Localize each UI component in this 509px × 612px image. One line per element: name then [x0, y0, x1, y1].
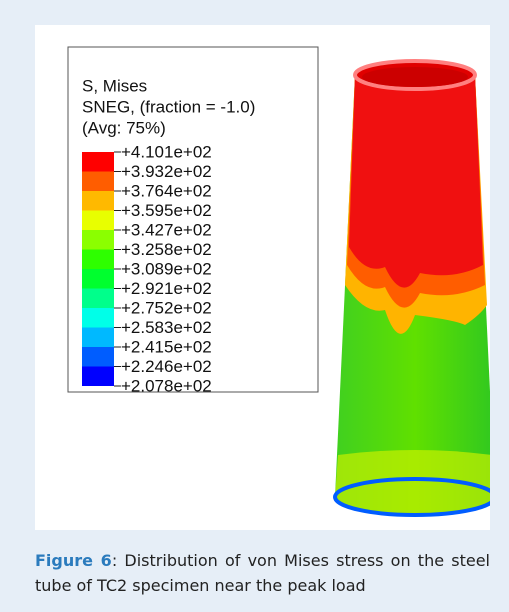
- legend-label: +3.089e+02: [121, 259, 212, 278]
- legend-label: +3.932e+02: [121, 162, 212, 181]
- legend-label: +3.764e+02: [121, 181, 212, 200]
- legend-label: +3.258e+02: [121, 240, 212, 259]
- legend-band: [82, 172, 114, 192]
- legend-title: S, Mises: [82, 76, 147, 95]
- legend-band: [82, 367, 114, 387]
- legend-band: [82, 230, 114, 250]
- legend-label: +2.415e+02: [121, 337, 212, 356]
- legend-label: +2.921e+02: [121, 279, 212, 298]
- legend-title: (Avg: 75%): [82, 118, 166, 137]
- legend-band: [82, 328, 114, 348]
- legend-band: [82, 191, 114, 211]
- legend-band: [82, 289, 114, 309]
- legend-label: +3.427e+02: [121, 220, 212, 239]
- legend-label: +2.078e+02: [121, 376, 212, 395]
- legend-label: +4.101e+02: [121, 142, 212, 161]
- legend-band: [82, 308, 114, 328]
- legend-label: +3.595e+02: [121, 201, 212, 220]
- caption-label: Figure 6: [35, 551, 112, 570]
- legend-label: +2.583e+02: [121, 318, 212, 337]
- legend-band: [82, 250, 114, 270]
- figure-image: S, Mises SNEG, (fraction = -1.0) (Avg: 75%…: [35, 25, 490, 530]
- figure-panel: S, Mises SNEG, (fraction = -1.0) (Avg: 75%…: [35, 25, 490, 530]
- legend-title: SNEG, (fraction = -1.0): [82, 97, 255, 116]
- page: S, Mises SNEG, (fraction = -1.0) (Avg: 75%…: [0, 0, 509, 612]
- legend-band: [82, 269, 114, 289]
- tube-render: [335, 61, 490, 515]
- legend-label: +2.246e+02: [121, 357, 212, 376]
- legend-band: [82, 152, 114, 172]
- legend-band: [82, 211, 114, 231]
- legend-label: +2.752e+02: [121, 298, 212, 317]
- legend-band: [82, 347, 114, 367]
- caption: Figure 6: Distribution of von Mises stre…: [35, 548, 490, 598]
